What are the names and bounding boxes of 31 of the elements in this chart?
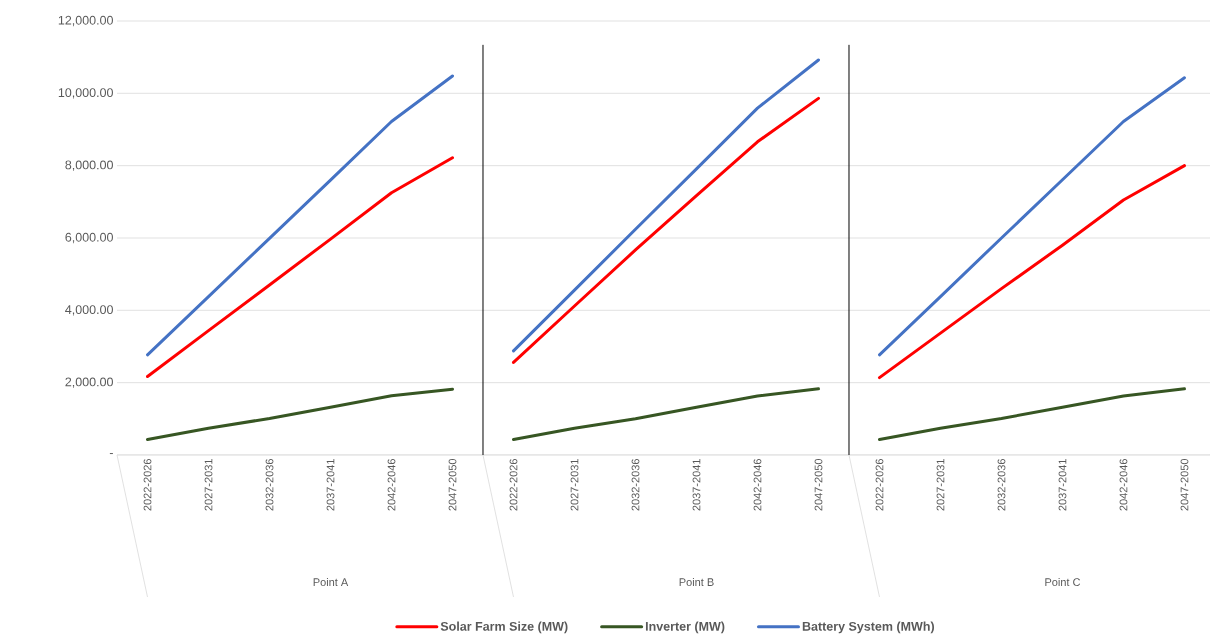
legend-label: Inverter (MW) (645, 621, 725, 634)
y-tick-label: 8,000.00 (65, 160, 113, 171)
legend-label: Battery System (MWh) (802, 621, 934, 634)
x-tick-label: 2042-2046 (1119, 459, 1128, 511)
y-tick-label: 4,000.00 (65, 305, 113, 316)
x-tick-label: 2037-2041 (1058, 459, 1067, 511)
y-tick-label: 10,000.00 (58, 88, 113, 99)
y-tick-label: - (109, 453, 113, 455)
x-tick-label: 2042-2046 (753, 459, 762, 511)
text: Point B (679, 577, 714, 587)
x-tick-label: 2037-2041 (692, 459, 701, 511)
x-tick-label: 2042-2046 (387, 459, 396, 511)
x-tick-label: 2022-2026 (143, 459, 152, 511)
x-tick-label: 2032-2036 (265, 459, 274, 511)
x-tick-label: 2047-2050 (814, 458, 823, 511)
text: Point A (313, 577, 349, 587)
y-tick-label: 12,000.00 (58, 15, 113, 27)
x-tick-label: 2032-2036 (997, 459, 1006, 511)
x-tick-label: 2022-2026 (509, 459, 518, 511)
x-tick-label: 2027-2031 (936, 459, 945, 511)
text: Point C (1045, 577, 1081, 587)
x-tick-label: 2047-2050 (448, 458, 457, 511)
x-tick-label: 2027-2031 (570, 459, 579, 511)
y-tick-label: 2,000.00 (65, 377, 113, 388)
legend-label: Solar Farm Size (MW) (440, 621, 568, 634)
x-tick-label: 2047-2050 (1180, 458, 1189, 511)
x-tick-label: 2037-2041 (326, 459, 335, 511)
x-tick-label: 2032-2036 (631, 459, 640, 511)
x-tick-label: 2022-2026 (875, 459, 884, 511)
x-tick-label: 2027-2031 (204, 459, 213, 511)
y-tick-label: 6,000.00 (65, 232, 113, 244)
